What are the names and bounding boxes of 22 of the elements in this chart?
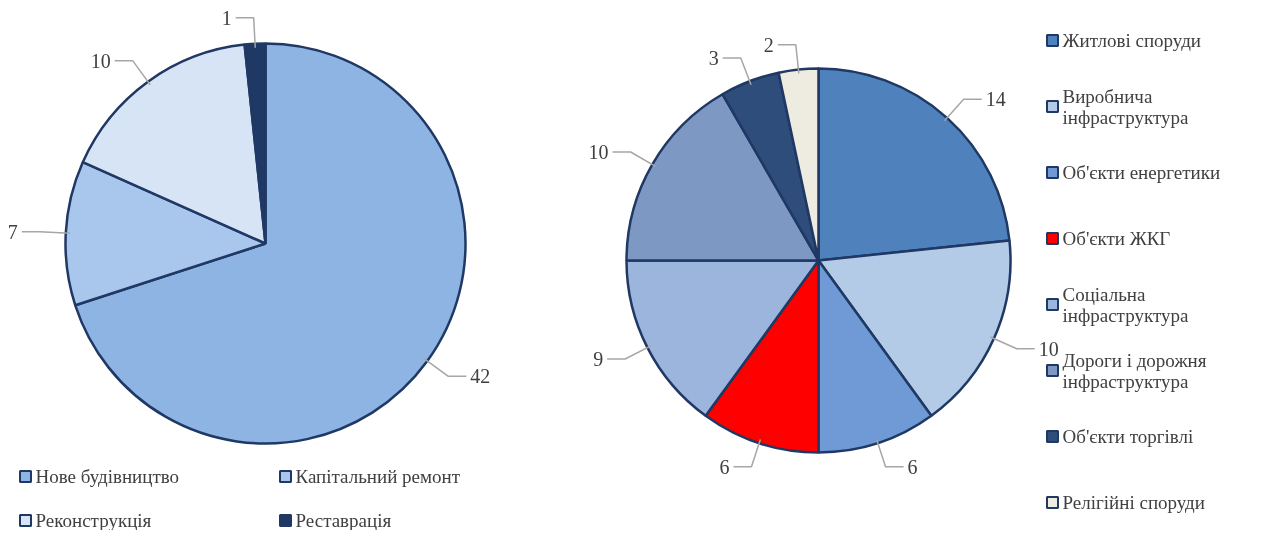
legend-label: Капітальний ремонт [295,466,461,487]
data-label: 7 [7,220,18,243]
legend-label: Житлові споруди [1062,30,1201,51]
data-label: 10 [588,141,609,164]
legend-label: Соціальна інфраструктура [1062,283,1189,326]
data-label: 6 [907,455,918,478]
data-label: 9 [593,348,604,370]
data-label: 14 [985,88,1006,111]
data-label: 1 [221,6,232,29]
data-label: 3 [708,46,719,69]
data-label: 6 [719,455,730,478]
legend-label: Дороги і дорожня інфраструктура [1062,349,1207,392]
data-label: 42 [470,365,491,388]
legend-label: Об'єкти енергетики [1062,162,1221,183]
legend-label: Релігійні споруди [1062,492,1205,513]
legend-label: Нове будівництво [35,466,180,487]
data-label: 10 [90,49,111,72]
legend-label: Об'єкти торгівлі [1062,426,1194,447]
legend-label: Виробнича інфраструктура [1062,85,1189,128]
data-label: 2 [763,33,774,56]
legend-label: Об'єкти ЖКГ [1062,228,1171,249]
data-label: 10 [1038,337,1059,360]
